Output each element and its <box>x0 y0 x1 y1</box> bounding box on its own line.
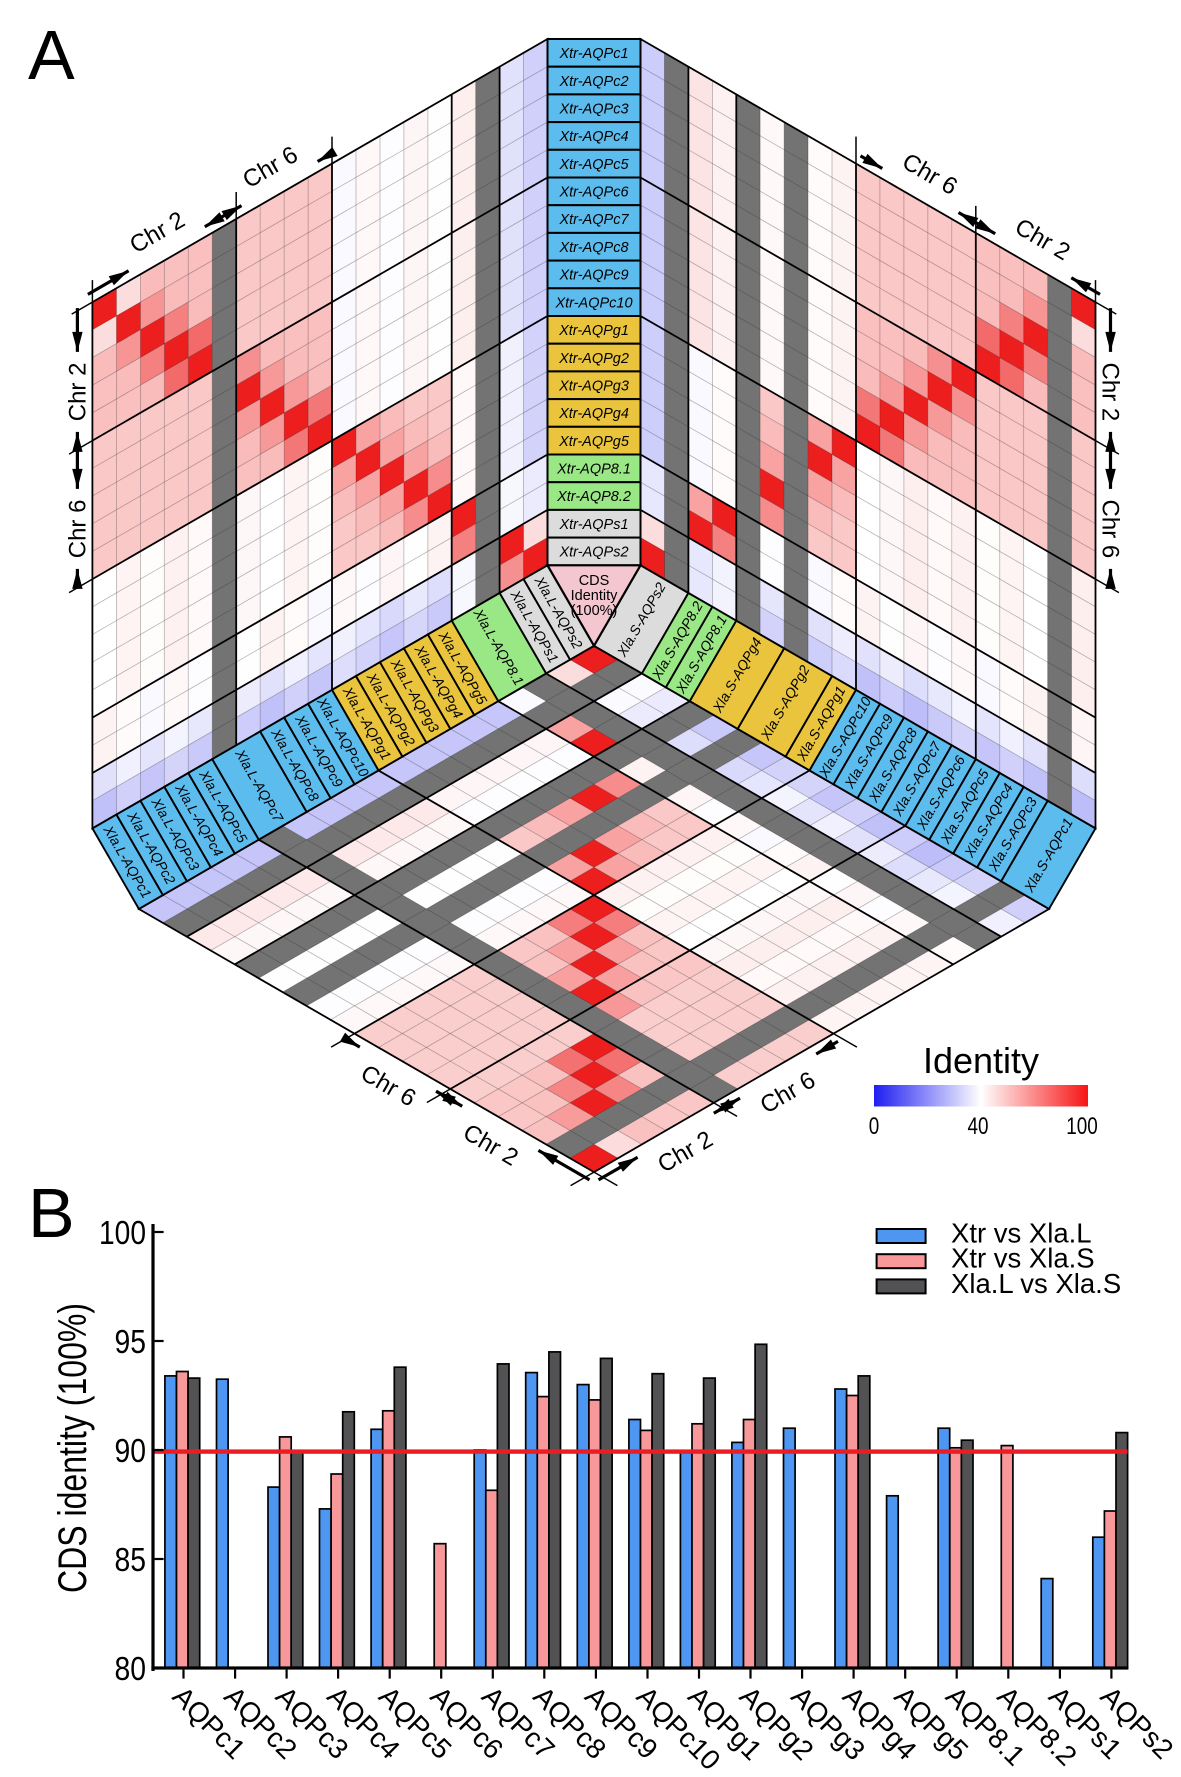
svg-text:40: 40 <box>968 1113 989 1140</box>
svg-text:Xla.L vs Xla.S: Xla.L vs Xla.S <box>951 1268 1121 1299</box>
svg-text:Identity: Identity <box>923 1040 1039 1081</box>
svg-text:85: 85 <box>115 1541 147 1578</box>
svg-text:Xtr-AQPg5: Xtr-AQPg5 <box>558 434 630 450</box>
svg-text:Xtr-AQPc1: Xtr-AQPc1 <box>558 46 628 62</box>
svg-text:Xtr-AQPs2: Xtr-AQPs2 <box>558 545 628 561</box>
svg-text:80: 80 <box>115 1650 147 1687</box>
svg-text:Xtr-AQP8.2: Xtr-AQP8.2 <box>556 489 631 505</box>
svg-text:Identity: Identity <box>571 588 618 604</box>
svg-text:CDS: CDS <box>579 573 610 589</box>
svg-text:0: 0 <box>869 1113 880 1140</box>
svg-text:Chr 6: Chr 6 <box>64 500 91 559</box>
svg-text:Chr 2: Chr 2 <box>64 363 91 422</box>
svg-text:Chr 6: Chr 6 <box>1097 500 1124 559</box>
svg-text:A: A <box>28 16 75 94</box>
svg-text:Xtr-AQPc7: Xtr-AQPc7 <box>558 212 629 228</box>
svg-text:Chr 2: Chr 2 <box>1097 363 1124 422</box>
svg-text:Xtr-AQPc10: Xtr-AQPc10 <box>554 295 632 311</box>
svg-text:(100%): (100%) <box>571 603 618 619</box>
svg-text:CDS identity (100%): CDS identity (100%) <box>51 1303 95 1593</box>
svg-text:Xtr vs Xla.L: Xtr vs Xla.L <box>951 1218 1092 1249</box>
svg-text:90: 90 <box>115 1432 147 1469</box>
svg-text:B: B <box>28 1174 75 1252</box>
svg-text:Xtr-AQPc5: Xtr-AQPc5 <box>558 157 629 173</box>
svg-text:Xtr-AQPc4: Xtr-AQPc4 <box>558 129 628 145</box>
svg-text:95: 95 <box>115 1323 147 1360</box>
svg-text:100: 100 <box>99 1214 146 1251</box>
svg-text:Xtr-AQPs1: Xtr-AQPs1 <box>558 517 628 533</box>
svg-text:Xtr-AQPg4: Xtr-AQPg4 <box>558 406 629 422</box>
svg-text:Xtr-AQPg3: Xtr-AQPg3 <box>558 378 629 394</box>
svg-text:Xtr-AQPc9: Xtr-AQPc9 <box>558 268 628 284</box>
svg-text:Xtr vs Xla.S: Xtr vs Xla.S <box>951 1243 1095 1274</box>
svg-text:Xtr-AQPg2: Xtr-AQPg2 <box>558 351 629 367</box>
svg-text:Xtr-AQPc2: Xtr-AQPc2 <box>558 74 628 90</box>
svg-text:Xtr-AQP8.1: Xtr-AQP8.1 <box>556 462 631 478</box>
svg-text:Xtr-AQPc3: Xtr-AQPc3 <box>558 102 628 118</box>
svg-text:Xtr-AQPc6: Xtr-AQPc6 <box>558 185 629 201</box>
svg-text:Xtr-AQPg1: Xtr-AQPg1 <box>558 323 629 339</box>
svg-text:100: 100 <box>1066 1113 1098 1140</box>
svg-text:Xtr-AQPc8: Xtr-AQPc8 <box>558 240 628 256</box>
